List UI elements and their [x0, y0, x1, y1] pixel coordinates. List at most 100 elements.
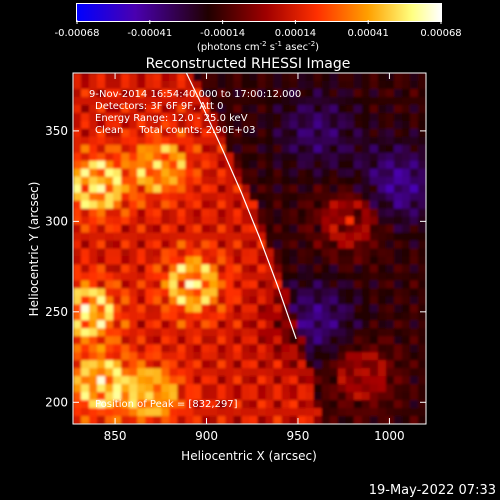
heatmap-cell: [249, 304, 259, 313]
heatmap-cell: [257, 232, 267, 242]
heatmap-cell: [89, 320, 98, 329]
heatmap-cell: [169, 192, 178, 202]
heatmap-cell: [417, 352, 426, 361]
heatmap-cell: [345, 216, 355, 226]
heatmap-cell: [121, 368, 130, 377]
heatmap-cell: [353, 104, 363, 114]
heatmap-cell: [353, 320, 363, 329]
heatmap-cell: [177, 120, 186, 130]
heatmap-cell: [169, 312, 178, 321]
heatmap-cell: [361, 312, 371, 321]
heatmap-cell: [265, 176, 275, 186]
heatmap-cell: [273, 73, 283, 82]
heatmap-cell: [313, 144, 323, 154]
heatmap-cell: [129, 128, 138, 138]
heatmap-cell: [265, 160, 275, 170]
heatmap-cell: [97, 200, 106, 210]
heatmap-cell: [345, 136, 355, 146]
heatmap-cell: [249, 320, 259, 329]
heatmap-cell: [145, 336, 154, 345]
heatmap-cell: [105, 296, 114, 305]
heatmap-cell: [353, 192, 363, 202]
heatmap-cell: [313, 192, 323, 202]
heatmap-cell: [145, 200, 154, 210]
heatmap-cell: [401, 208, 411, 218]
heatmap-cell: [113, 256, 122, 266]
heatmap-cell: [129, 184, 138, 194]
heatmap-cell: [289, 184, 299, 194]
heatmap-cell: [393, 304, 403, 313]
heatmap-cell: [129, 112, 138, 122]
heatmap-cell: [337, 320, 347, 329]
heatmap-cell: [241, 416, 251, 424]
heatmap-cell: [105, 73, 114, 82]
heatmap-cell: [217, 216, 227, 226]
heatmap-cell: [321, 240, 331, 250]
heatmap-cell: [153, 328, 162, 337]
heatmap-cell: [401, 368, 411, 377]
heatmap-cell: [145, 304, 154, 313]
heatmap-cell: [217, 280, 227, 289]
heatmap-cell: [129, 400, 138, 409]
heatmap-cell: [393, 296, 403, 305]
heatmap-cell: [313, 232, 323, 242]
heatmap-cell: [153, 152, 162, 162]
heatmap-cell: [201, 392, 210, 401]
heatmap-cell: [129, 352, 138, 361]
heatmap-cell: [361, 192, 371, 202]
heatmap-cell: [81, 360, 90, 369]
heatmap-cell: [169, 336, 178, 345]
heatmap-cell: [185, 216, 194, 226]
heatmap-cell: [401, 144, 411, 154]
heatmap-cell: [385, 328, 395, 337]
heatmap-cell: [289, 368, 299, 377]
heatmap-cell: [313, 328, 323, 337]
heatmap-cell: [353, 160, 363, 170]
heatmap-cell: [153, 280, 162, 289]
heatmap-cell: [121, 344, 130, 353]
heatmap-cell: [113, 328, 122, 337]
heatmap-cell: [257, 344, 267, 353]
heatmap-cell: [185, 184, 194, 194]
heatmap-cell: [281, 416, 291, 424]
heatmap-cell: [201, 368, 210, 377]
heatmap-cell: [241, 304, 251, 313]
heatmap-cell: [145, 240, 154, 250]
heatmap-cell: [361, 288, 371, 297]
heatmap-cell: [241, 328, 251, 337]
heatmap-cell: [97, 112, 106, 122]
heatmap-cell: [121, 240, 130, 250]
heatmap-cell: [241, 88, 251, 98]
heatmap-cell: [377, 176, 387, 186]
y-axis-label: Heliocentric Y (arcsec): [27, 182, 41, 317]
heatmap-cell: [201, 168, 210, 178]
heatmap-cell: [201, 184, 210, 194]
heatmap-cell: [113, 136, 122, 146]
heatmap-cell: [345, 384, 355, 393]
heatmap-cell: [313, 408, 323, 417]
heatmap-cell: [401, 384, 411, 393]
heatmap-cell: [329, 168, 339, 178]
heatmap-cell: [393, 328, 403, 337]
heatmap-cell: [241, 280, 251, 289]
heatmap-cell: [265, 264, 275, 274]
heatmap-cell: [129, 320, 138, 329]
heatmap-cell: [153, 176, 162, 186]
heatmap-cell: [233, 120, 243, 130]
heatmap-cell: [257, 336, 267, 345]
heatmap-cell: [233, 80, 243, 90]
heatmap-cell: [89, 176, 98, 186]
heatmap-cell: [257, 312, 267, 321]
heatmap-cell: [257, 360, 267, 369]
heatmap-cell: [345, 288, 355, 297]
heatmap-cell: [73, 96, 82, 106]
heatmap-cell: [417, 384, 426, 393]
heatmap-cell: [369, 96, 379, 106]
heatmap-cell: [97, 88, 106, 98]
heatmap-cell: [337, 192, 347, 202]
heatmap-cell: [281, 248, 291, 258]
heatmap-cell: [289, 80, 299, 90]
heatmap-cell: [297, 392, 307, 401]
heatmap-cell: [97, 256, 106, 266]
heatmap-cell: [401, 80, 411, 90]
